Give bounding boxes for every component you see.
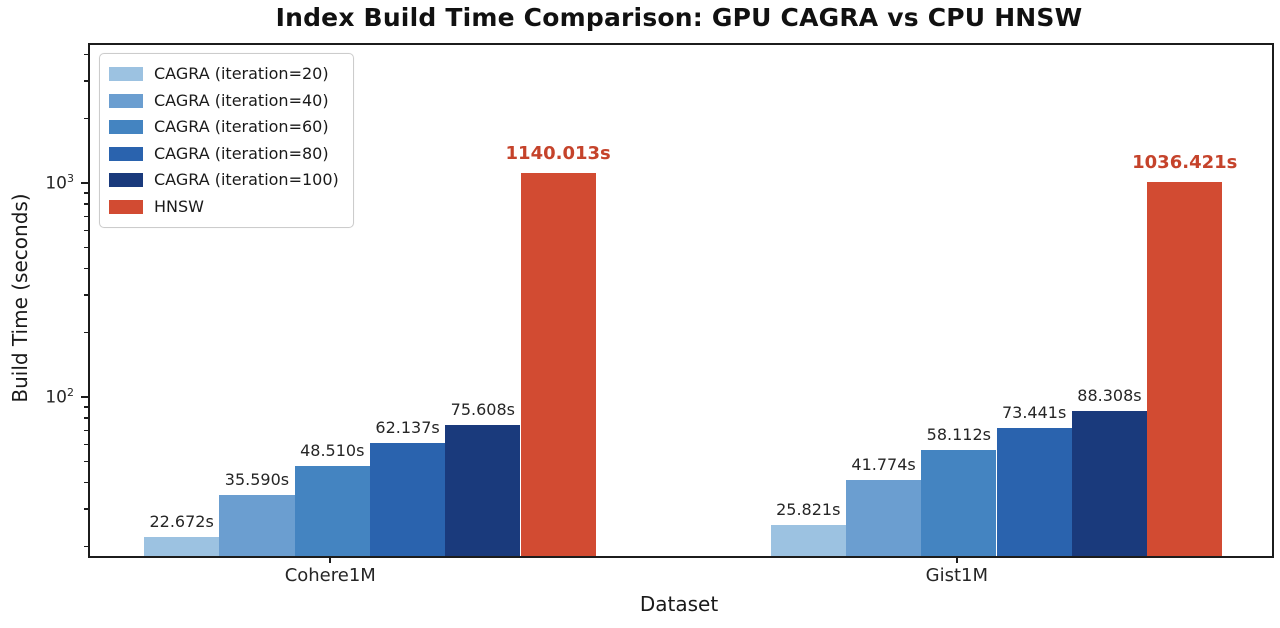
y-minor-tick xyxy=(84,215,88,217)
y-minor-tick xyxy=(84,203,88,205)
bar-value-label: 1036.421s xyxy=(1132,151,1238,173)
legend-item: CAGRA (iteration=40) xyxy=(109,88,339,115)
y-minor-tick xyxy=(84,508,88,510)
bar-gist1m-hnsw xyxy=(1147,181,1223,556)
y-minor-tick xyxy=(84,230,88,232)
bar-value-label: 88.308s xyxy=(1077,385,1142,405)
bar-value-label: 73.441s xyxy=(1001,402,1067,422)
legend-swatch xyxy=(109,67,143,82)
plot-area: 22.672s 25.821s 35.590s 41.774s 48.510s 58.11… xyxy=(88,43,1274,558)
y-minor-tick xyxy=(84,246,88,249)
bar-value-label: 1140.013s xyxy=(505,142,611,164)
legend-swatch xyxy=(109,120,143,135)
y-minor-tick xyxy=(84,53,88,55)
bar-gist1m-cagra-iteration-40- xyxy=(845,480,922,556)
x-axis-label: Dataset xyxy=(639,592,719,616)
bar-value-label: 75.608s xyxy=(450,400,516,420)
legend-swatch xyxy=(109,146,143,161)
x-tick xyxy=(329,556,332,563)
y-minor-tick xyxy=(84,546,88,548)
bar-cohere1m-cagra-iteration-80- xyxy=(369,443,446,556)
y-major-tick xyxy=(81,396,88,399)
legend-label: HNSW xyxy=(154,196,204,216)
legend-label: CAGRA (iteration=100) xyxy=(154,170,339,190)
legend-item: CAGRA (iteration=60) xyxy=(109,114,339,141)
x-tick-label-cohere1m: Cohere1M xyxy=(284,565,376,586)
bar-gist1m-cagra-iteration-60- xyxy=(921,449,997,556)
legend-swatch xyxy=(109,173,143,188)
bar-value-label: 58.112s xyxy=(926,424,992,444)
bar-value-label: 48.510s xyxy=(300,441,365,461)
y-minor-tick xyxy=(84,417,88,419)
bar-cohere1m-hnsw xyxy=(520,172,596,556)
bar-value-label: 35.590s xyxy=(224,470,290,490)
y-minor-tick xyxy=(84,80,88,82)
y-tick-label: 102 xyxy=(45,386,74,408)
y-minor-tick xyxy=(84,192,88,194)
bar-gist1m-cagra-iteration-100- xyxy=(1071,410,1148,556)
bar-cohere1m-cagra-iteration-60- xyxy=(294,466,370,556)
bar-gist1m-cagra-iteration-80- xyxy=(996,427,1072,556)
legend-label: CAGRA (iteration=60) xyxy=(154,117,329,137)
y-minor-tick xyxy=(84,429,88,431)
y-tick-label: 103 xyxy=(45,172,74,194)
bar-cohere1m-cagra-iteration-40- xyxy=(219,495,295,556)
legend-item: CAGRA (iteration=20) xyxy=(109,61,339,88)
y-minor-tick xyxy=(84,406,88,408)
y-minor-tick xyxy=(84,294,88,296)
y-major-tick xyxy=(81,182,88,185)
chart-title: Index Build Time Comparison: GPU CAGRA v… xyxy=(275,3,1083,32)
y-axis-label: Build Time (seconds) xyxy=(8,193,32,403)
bar-value-label: 22.672s xyxy=(149,512,214,532)
bar-value-label: 41.774s xyxy=(851,455,916,475)
y-minor-tick xyxy=(84,267,88,269)
bar-gist1m-cagra-iteration-20- xyxy=(770,525,846,556)
legend-item: CAGRA (iteration=100) xyxy=(109,167,339,194)
x-tick-label-gist1m: Gist1M xyxy=(925,565,989,586)
bar-value-label: 62.137s xyxy=(375,418,440,438)
y-minor-tick xyxy=(84,118,88,120)
bar-cohere1m-cagra-iteration-20- xyxy=(144,537,220,556)
bar-value-label: 25.821s xyxy=(776,500,841,519)
bar-cohere1m-cagra-iteration-100- xyxy=(445,425,521,556)
y-minor-tick xyxy=(84,332,88,334)
x-tick xyxy=(955,556,958,563)
legend-swatch xyxy=(109,199,143,214)
legend-swatch xyxy=(109,93,143,108)
y-minor-tick xyxy=(84,444,88,446)
legend-item: CAGRA (iteration=80) xyxy=(109,141,339,168)
legend-label: CAGRA (iteration=40) xyxy=(154,90,329,110)
y-minor-tick xyxy=(84,481,88,483)
legend-item: HNSW xyxy=(109,194,339,221)
legend-label: CAGRA (iteration=20) xyxy=(154,64,329,84)
legend: CAGRA (iteration=20) CAGRA (iteration=40)… xyxy=(99,53,354,228)
y-minor-tick xyxy=(84,460,88,463)
legend-label: CAGRA (iteration=80) xyxy=(154,143,329,163)
